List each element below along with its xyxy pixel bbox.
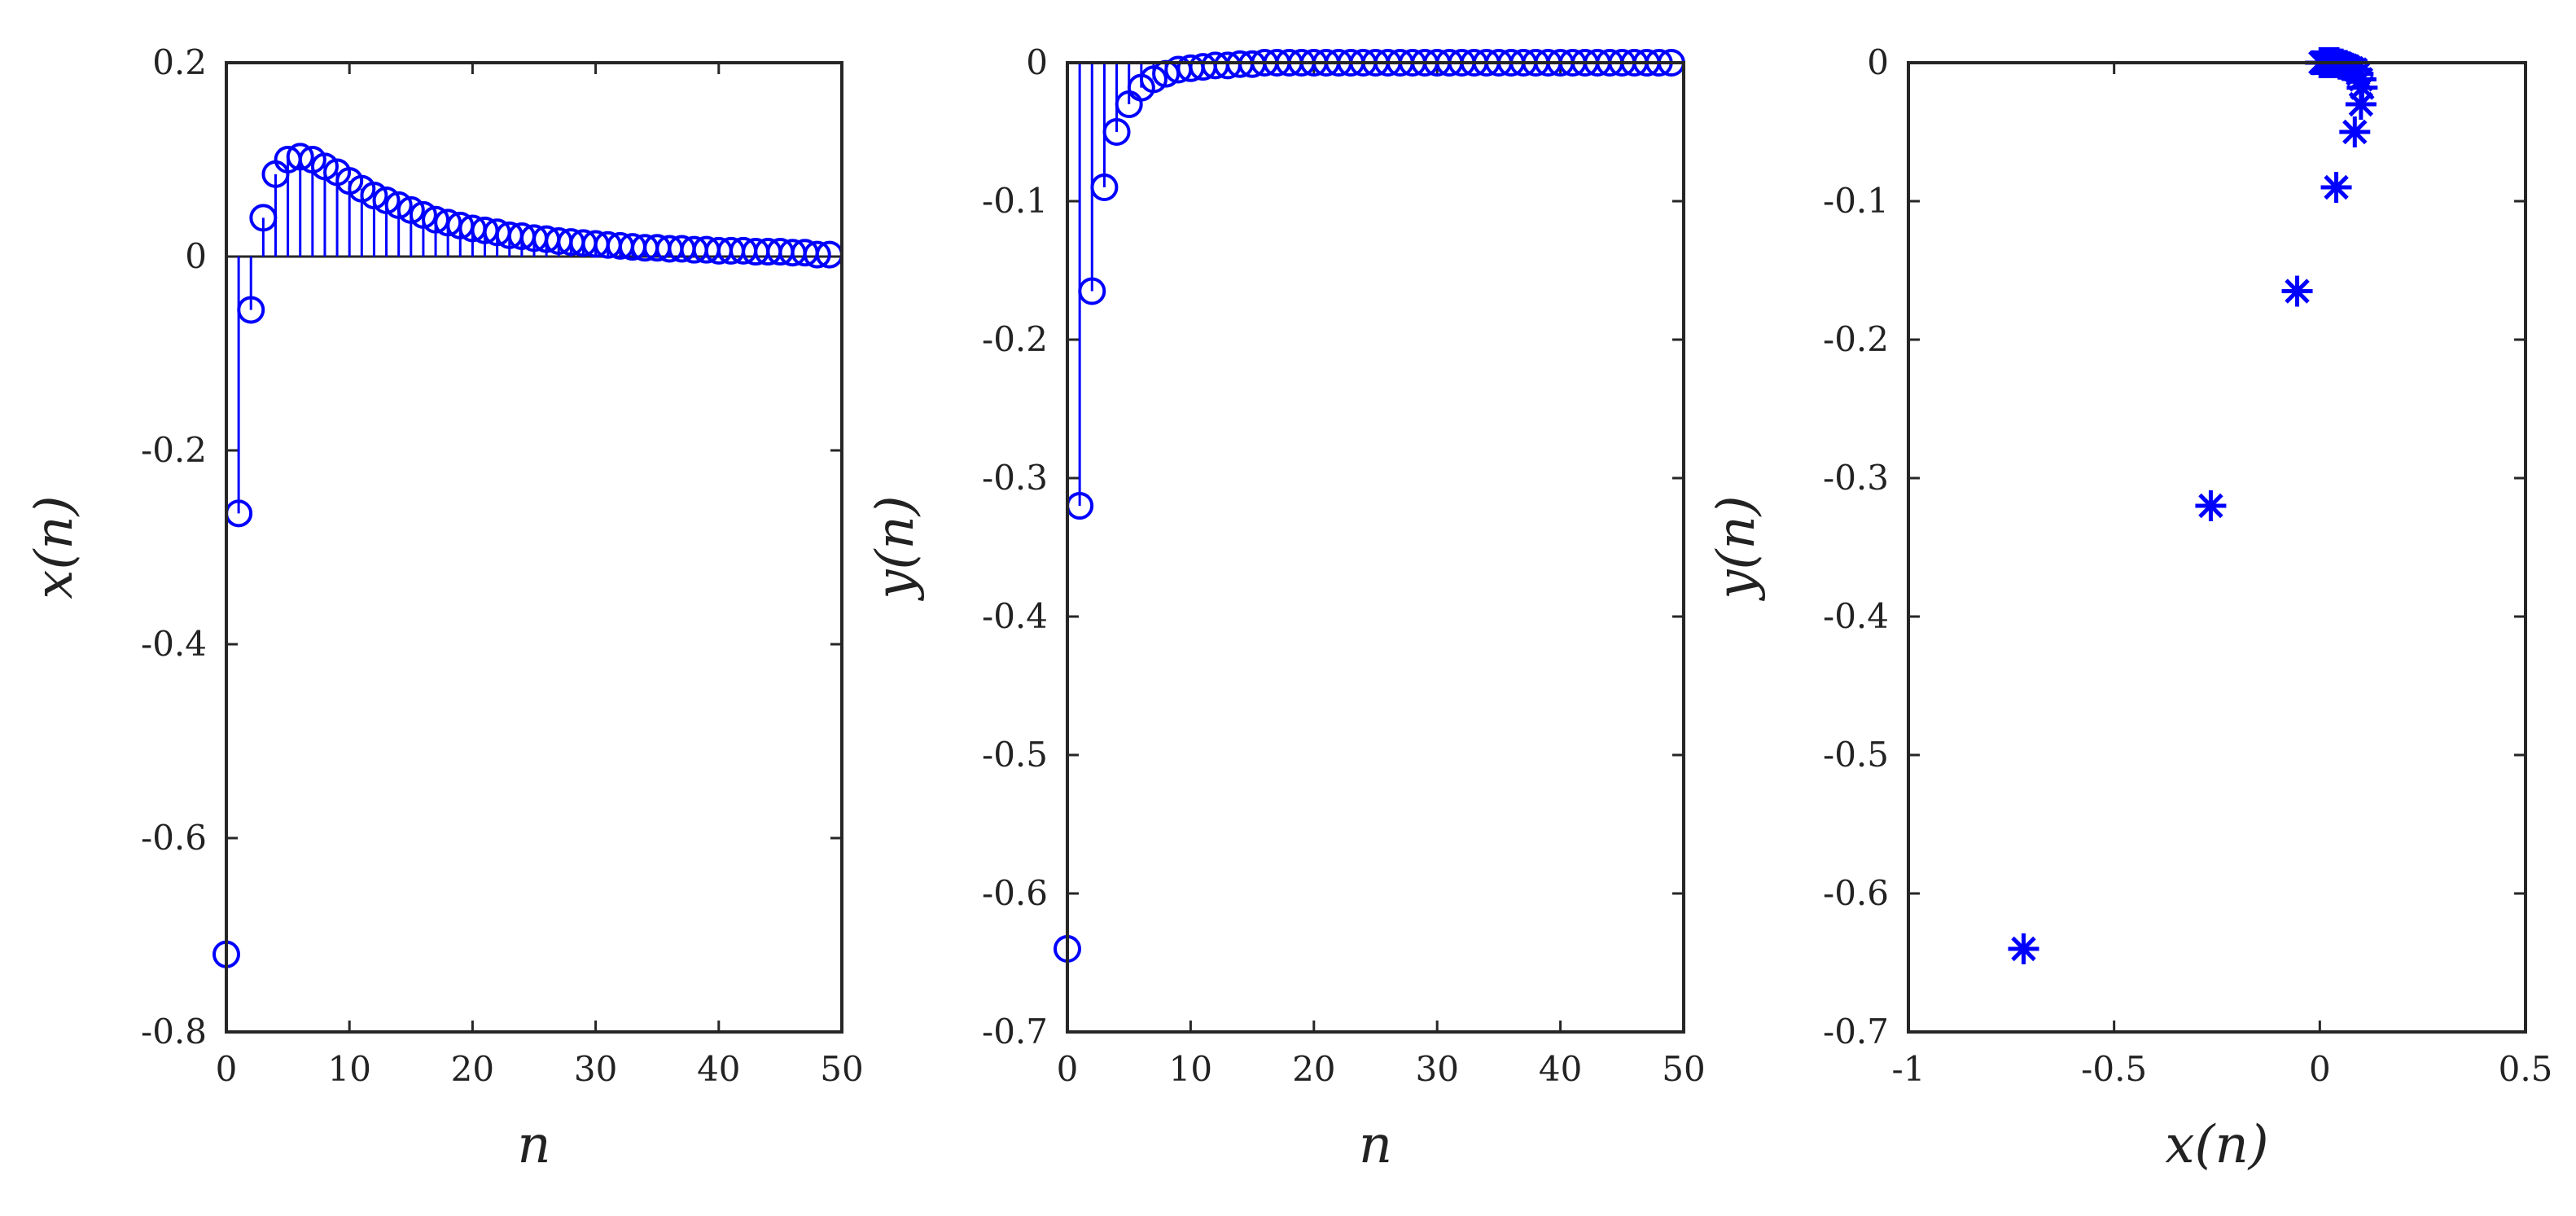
x-tick-label: 0.5	[2499, 1049, 2553, 1089]
asterisk-stroke	[2342, 119, 2368, 145]
y-tick-label: -0.8	[141, 1012, 207, 1051]
x-axis-label: x(n)	[2165, 1115, 2268, 1175]
plot-frame	[225, 61, 843, 1034]
y-tick-label: -0.5	[1823, 735, 1889, 775]
x-tick-label: 20	[451, 1049, 494, 1089]
y-tick-label: -0.2	[1823, 319, 1889, 359]
y-tick-label: 0.2	[152, 42, 207, 82]
stem-marker	[1139, 65, 1168, 94]
stem-marker	[237, 296, 265, 324]
y-tick-label: -0.3	[982, 458, 1048, 498]
stem-plot-x-of-n: 0 10 20 30 40 50 0.2 0 -0.2 -0.4 -0.6 -0.8 n x(n)	[24, 42, 864, 1175]
y-tick-label: -0.4	[982, 596, 1048, 636]
x-tick-label: -0.5	[2081, 1049, 2147, 1089]
stem-marker	[1102, 118, 1131, 146]
y-tick-label: -0.1	[1823, 181, 1889, 221]
y-tick-label: -0.2	[982, 319, 1048, 359]
asterisk-stroke	[2198, 493, 2223, 519]
x-tick-label: 10	[1169, 1049, 1212, 1089]
scatter-point	[2281, 275, 2313, 307]
y-tick-label: -0.5	[982, 735, 1048, 775]
x-tick-label: 40	[1539, 1049, 1582, 1089]
y-tick-label: -0.7	[982, 1012, 1048, 1051]
y-tick-label: -0.2	[141, 430, 207, 470]
scatter-point	[2195, 490, 2227, 521]
asterisk-stroke	[2348, 91, 2374, 117]
scatter-point	[2339, 116, 2371, 147]
scatter-point	[2008, 933, 2039, 964]
y-tick-label: -0.6	[982, 873, 1048, 913]
stem-marker	[1078, 277, 1106, 305]
x-tick-label: 30	[1415, 1049, 1458, 1089]
x-tick-label: 0	[2309, 1049, 2331, 1089]
stem-marker	[286, 143, 314, 171]
plot-frame	[1066, 61, 1685, 1034]
y-tick-label: -0.4	[1823, 596, 1889, 636]
asterisk-stroke	[2324, 174, 2349, 200]
x-axis-label: n	[517, 1115, 550, 1175]
x-tick-label: 40	[697, 1049, 740, 1089]
x-tick-label: -1	[1892, 1049, 1925, 1089]
x-tick-label: 20	[1292, 1049, 1335, 1089]
y-tick-label: -0.1	[982, 181, 1048, 221]
plot-frame	[1907, 61, 2527, 1034]
asterisk-stroke	[2285, 279, 2310, 304]
y-axis-label: y(n)	[1706, 495, 1767, 601]
x-tick-label: 50	[1662, 1049, 1705, 1089]
y-tick-label: -0.6	[1823, 873, 1889, 913]
x-tick-label: 0	[1057, 1049, 1079, 1089]
stem-marker	[372, 186, 401, 214]
y-axis-label: y(n)	[865, 495, 926, 601]
y-tick-label: -0.3	[1823, 458, 1889, 498]
stem-marker	[396, 195, 425, 224]
y-tick-label: 0	[185, 236, 207, 276]
scatter-point	[2320, 172, 2352, 203]
y-tick-label: 0	[1026, 42, 1048, 82]
y-tick-label: 0	[1867, 42, 1889, 82]
x-tick-label: 30	[574, 1049, 617, 1089]
stem-marker	[310, 152, 339, 181]
scatter-plot-y-vs-x: -1 -0.5 0 0.5 0 -0.1 -0.2 -0.3 -0.4 -0.5 -0.6 -0.7 x…	[1706, 42, 2552, 1175]
y-axis-label: x(n)	[24, 495, 85, 599]
y-tick-label: -0.7	[1823, 1012, 1889, 1051]
y-tick-label: -0.6	[141, 818, 207, 858]
stem-plot-y-of-n: 0 10 20 30 40 50 0 -0.1 -0.2 -0.3 -0.4 -0.5 -0.6 -0.7…	[865, 42, 1706, 1175]
x-tick-label: 10	[327, 1049, 370, 1089]
stem-marker	[384, 191, 413, 219]
stem-marker	[1090, 173, 1119, 201]
x-axis-label: n	[1359, 1115, 1392, 1175]
x-tick-label: 50	[820, 1049, 863, 1089]
asterisk-stroke	[2011, 936, 2036, 962]
stem-marker	[409, 200, 437, 229]
stem-marker	[360, 182, 388, 210]
y-tick-label: -0.4	[141, 624, 207, 664]
x-tick-label: 0	[216, 1049, 238, 1089]
